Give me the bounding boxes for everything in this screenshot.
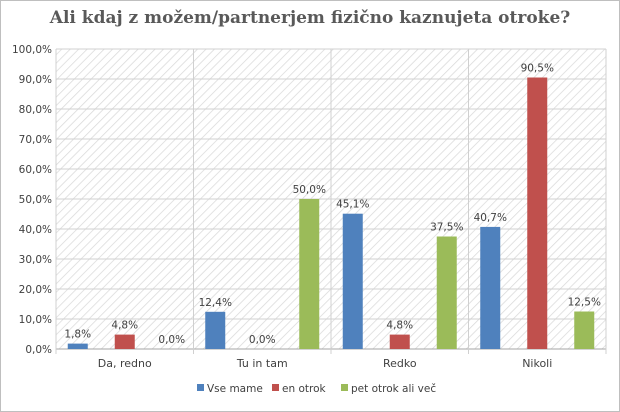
y-tick-label: 10,0% [19,314,52,326]
x-tick-label: Da, redno [98,357,152,370]
legend-label: pet otrok ali več [351,383,436,395]
y-tick-label: 20,0% [19,284,52,296]
bar [436,236,457,349]
legend-label: Vse mame [207,383,263,395]
y-tick-label: 90,0% [19,74,52,86]
y-tick-label: 40,0% [19,224,52,236]
bar [574,311,595,349]
data-label: 4,8% [386,320,413,332]
bar [114,334,135,349]
x-tick-label: Nikoli [522,357,552,370]
bar [389,334,410,349]
data-label: 12,4% [199,297,232,309]
legend-label: en otrok [282,383,327,395]
y-tick-label: 0,0% [25,344,52,356]
y-tick-label: 50,0% [19,194,52,206]
bar [299,199,320,349]
bar [527,77,548,349]
data-label: 4,8% [111,320,138,332]
data-label: 12,5% [568,297,601,309]
data-label: 37,5% [430,222,463,234]
x-tick-label: Redko [383,357,417,370]
data-label: 90,5% [521,63,554,75]
legend-swatch [272,384,279,391]
legend-swatch [197,384,204,391]
legend-swatch [341,384,348,391]
x-tick-label: Tu in tam [236,357,288,370]
y-tick-label: 60,0% [19,164,52,176]
bar [205,311,226,349]
data-label: 40,7% [474,212,507,224]
data-label: 50,0% [293,184,326,196]
y-tick-label: 80,0% [19,104,52,116]
y-tick-label: 70,0% [19,134,52,146]
data-label: 45,1% [336,199,369,211]
bar [67,343,88,349]
y-tick-label: 100,0% [12,44,52,56]
bar [342,213,363,349]
data-label: 1,8% [64,329,91,341]
data-label: 0,0% [249,334,276,346]
bar [480,226,501,349]
y-tick-label: 30,0% [19,254,52,266]
chart-title: Ali kdaj z možem/partnerjem fizično kazn… [49,8,571,28]
data-label: 0,0% [158,334,185,346]
